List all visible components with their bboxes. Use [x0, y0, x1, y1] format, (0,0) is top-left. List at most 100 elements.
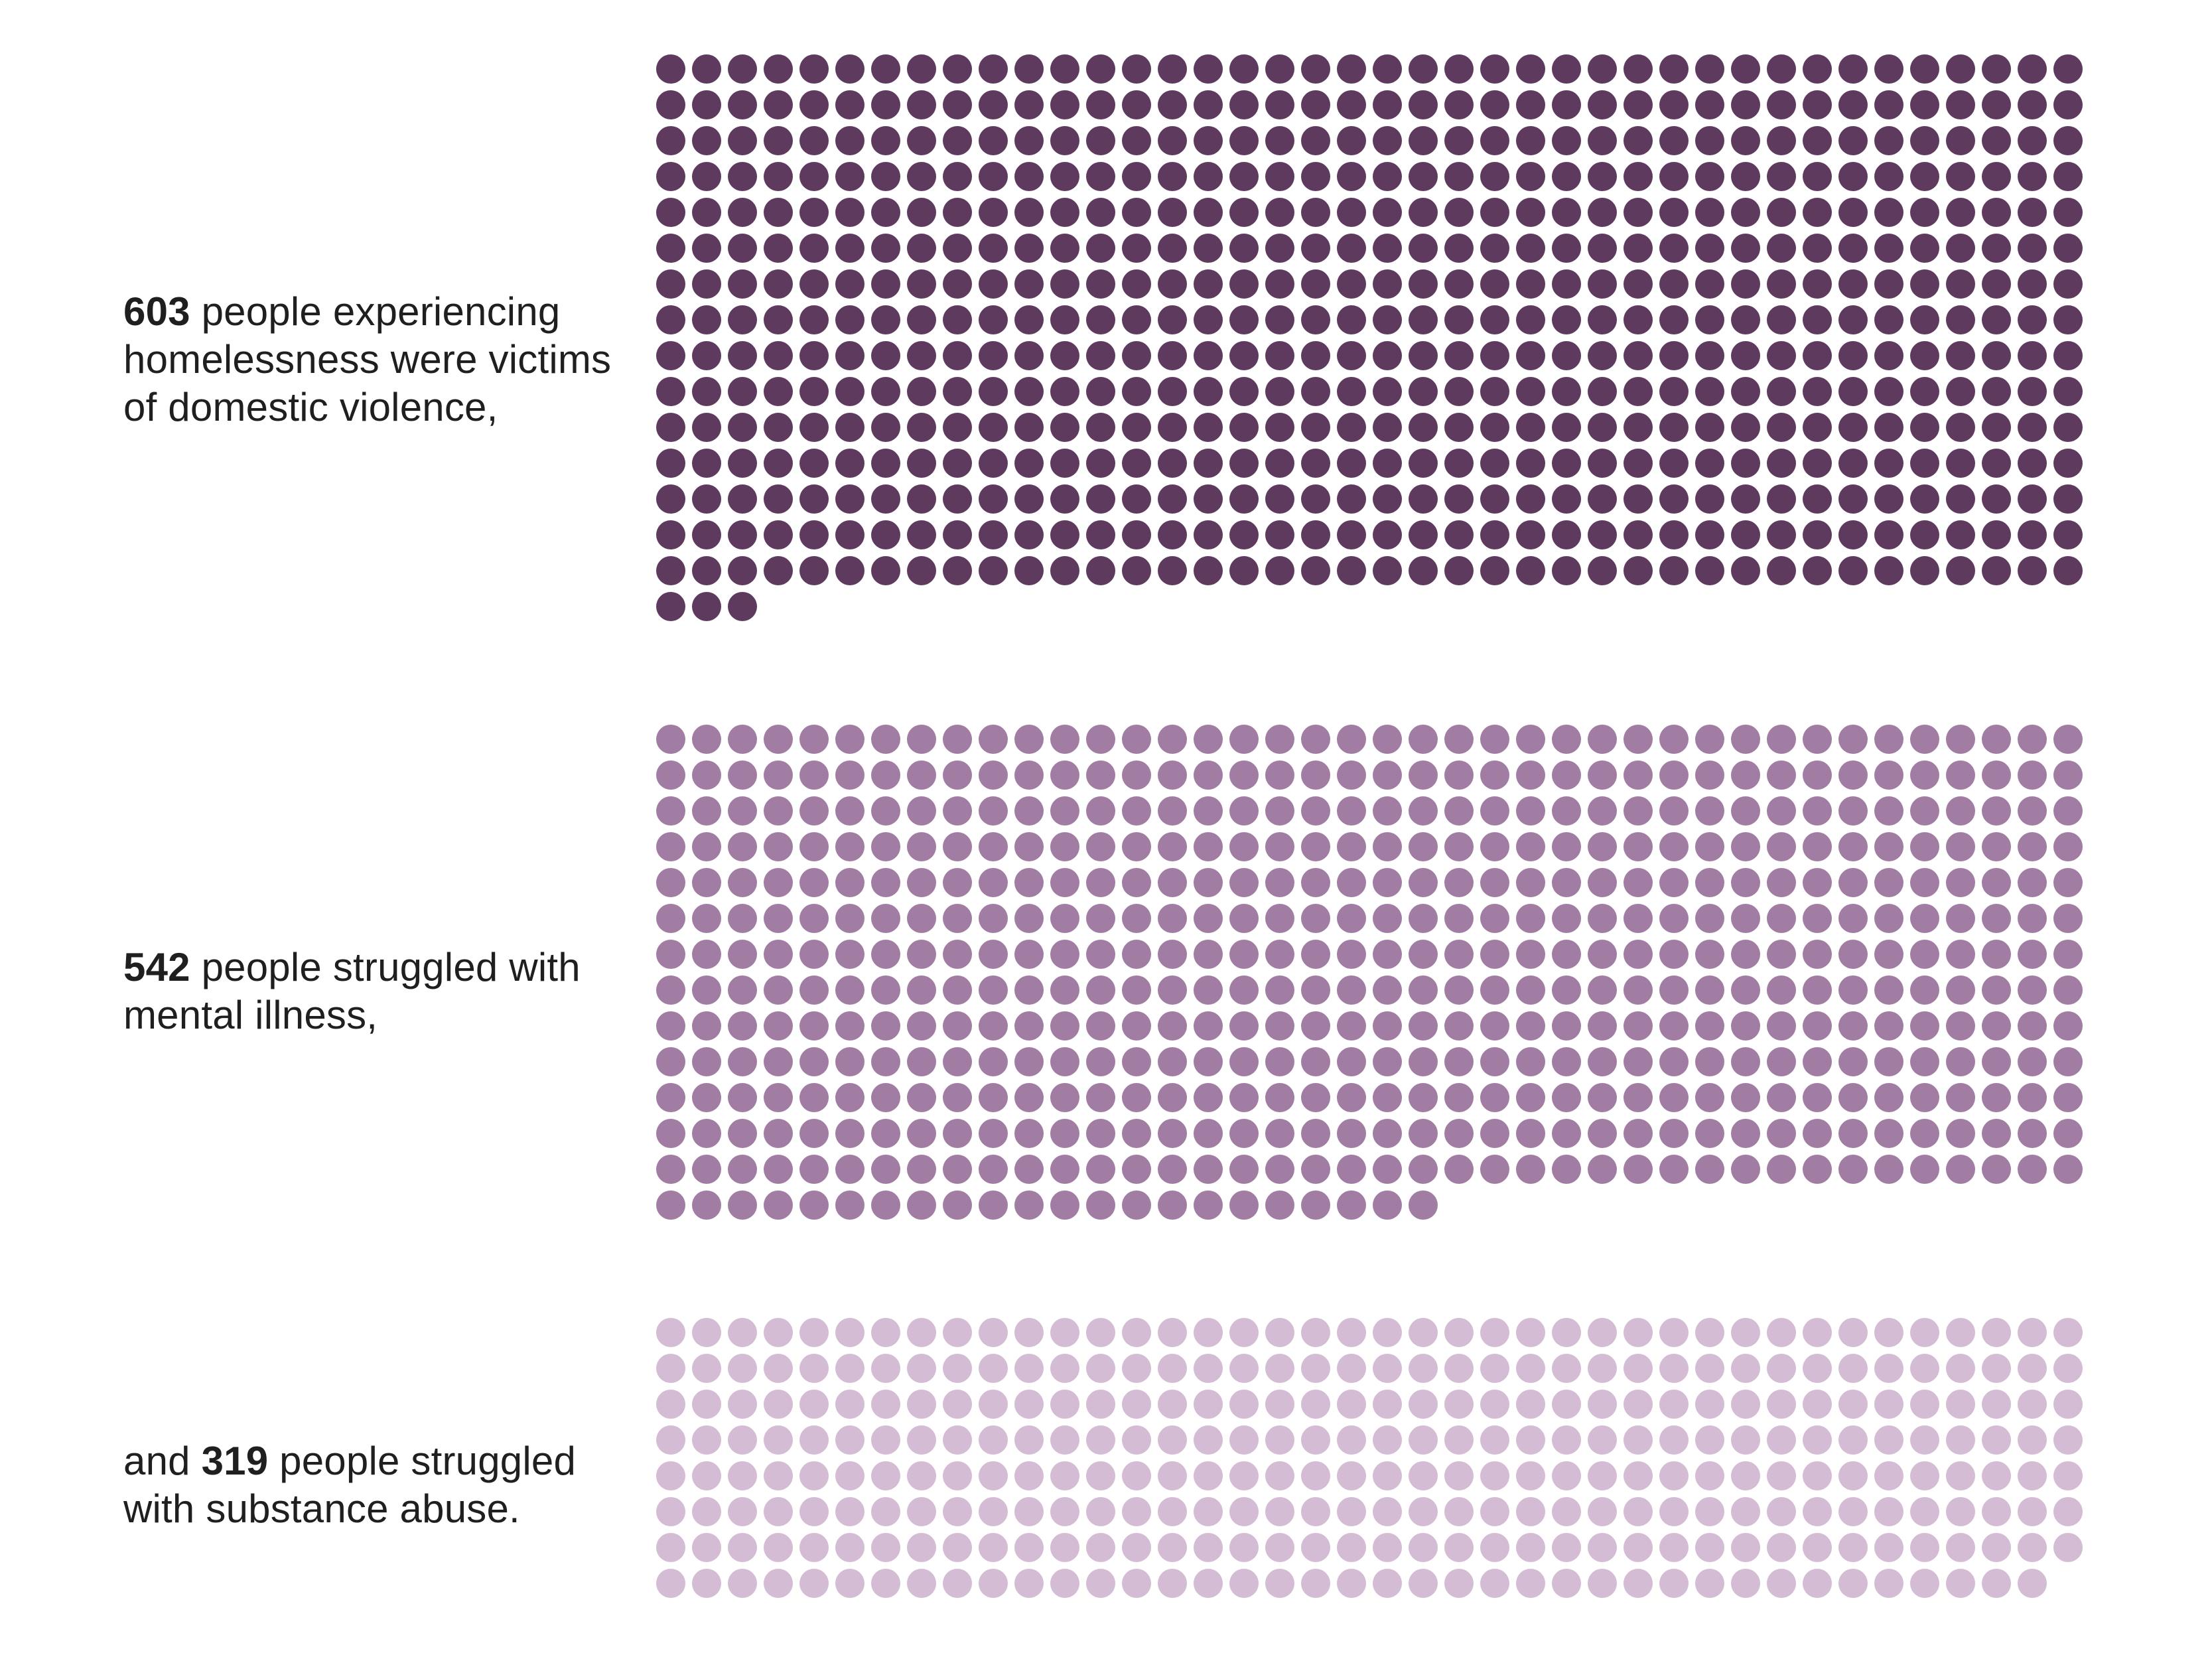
waffle-dot: [1946, 341, 1975, 370]
waffle-dot: [1086, 520, 1115, 549]
waffle-dot: [1194, 1011, 1223, 1041]
waffle-dot: [1695, 940, 1724, 969]
waffle-dot: [979, 162, 1008, 191]
waffle-dot: [1014, 1461, 1044, 1490]
waffle-dot: [1767, 904, 1796, 933]
waffle-dot: [1803, 760, 1832, 790]
waffle-dot: [1910, 1461, 1939, 1490]
waffle-dot: [979, 198, 1008, 227]
waffle-dot: [692, 269, 721, 299]
waffle-dot: [1516, 1119, 1545, 1148]
waffle-dot: [1552, 54, 1581, 84]
waffle-dot: [943, 796, 972, 826]
waffle-dot: [1444, 1354, 1474, 1383]
waffle-dot: [1158, 1047, 1187, 1076]
waffle-dot: [1946, 90, 1975, 119]
waffle-dot: [1229, 1461, 1259, 1490]
waffle-dot: [1158, 90, 1187, 119]
waffle-dot: [1265, 269, 1294, 299]
waffle-dot: [1910, 1011, 1939, 1041]
waffle-dot: [1946, 1461, 1975, 1490]
waffle-dot: [1373, 1190, 1402, 1220]
waffle-dot: [1086, 449, 1115, 478]
waffle-dot: [1982, 520, 2011, 549]
waffle-dot: [907, 1497, 936, 1526]
waffle-dot: [1480, 162, 1509, 191]
waffle-dot: [1158, 305, 1187, 334]
waffle-dot: [1301, 377, 1330, 406]
waffle-dot: [1122, 54, 1151, 84]
waffle-dot: [799, 904, 829, 933]
waffle-dot: [1086, 1155, 1115, 1184]
waffle-dot: [1050, 868, 1079, 897]
waffle-dot: [1229, 162, 1259, 191]
waffle-dot: [764, 760, 793, 790]
waffle-dot: [692, 1155, 721, 1184]
waffle-dot: [1874, 162, 1903, 191]
waffle-dot: [1229, 54, 1259, 84]
waffle-dot: [1373, 1497, 1402, 1526]
waffle-dot: [1265, 1354, 1294, 1383]
waffle-dot: [1086, 556, 1115, 585]
waffle-dot: [871, 341, 900, 370]
waffle-dot: [1444, 90, 1474, 119]
waffle-dot: [1050, 1047, 1079, 1076]
waffle-dot: [1910, 234, 1939, 263]
waffle-dot: [1480, 1318, 1509, 1347]
waffle-dot: [764, 54, 793, 84]
waffle-dot: [2018, 940, 2047, 969]
waffle-dot: [1624, 796, 1653, 826]
waffle-dot: [1838, 54, 1868, 84]
waffle-dot: [1194, 269, 1223, 299]
waffle-dot: [943, 234, 972, 263]
waffle-dot: [1014, 1390, 1044, 1419]
waffle-dot: [835, 269, 864, 299]
waffle-dot: [1409, 162, 1438, 191]
waffle-dot: [835, 1354, 864, 1383]
waffle-dot: [1194, 1155, 1223, 1184]
waffle-dot: [1409, 725, 1438, 754]
waffle-dot: [1409, 1569, 1438, 1598]
waffle-dot: [1516, 1011, 1545, 1041]
waffle-dot: [1624, 449, 1653, 478]
waffle-dot: [1265, 832, 1294, 861]
waffle-dot: [1337, 832, 1366, 861]
waffle-dot: [1229, 1425, 1259, 1455]
waffle-dot: [728, 868, 757, 897]
waffle-dot: [1516, 1425, 1545, 1455]
waffle-dot: [656, 162, 685, 191]
waffle-dot: [1194, 341, 1223, 370]
waffle-dot: [1122, 832, 1151, 861]
waffle-dot: [907, 796, 936, 826]
waffle-dot: [1695, 868, 1724, 897]
waffle-dot: [1731, 832, 1760, 861]
waffle-dot: [1659, 1011, 1689, 1041]
waffle-dot: [799, 832, 829, 861]
waffle-dot: [1982, 126, 2011, 155]
waffle-dot: [1516, 341, 1545, 370]
waffle-dot: [943, 413, 972, 442]
waffle-dot: [656, 1119, 685, 1148]
waffle-dot: [907, 904, 936, 933]
waffle-dot: [692, 1318, 721, 1347]
waffle-dot: [1838, 1354, 1868, 1383]
waffle-dot: [692, 198, 721, 227]
waffle-dot: [871, 1425, 900, 1455]
waffle-dot: [1588, 234, 1617, 263]
waffle-dot: [1444, 556, 1474, 585]
waffle-dot: [1659, 1119, 1689, 1148]
waffle-dot: [1265, 1083, 1294, 1112]
waffle-dot: [1194, 1119, 1223, 1148]
waffle-dot: [2018, 90, 2047, 119]
waffle-dot: [1229, 868, 1259, 897]
waffle-dot: [1803, 90, 1832, 119]
waffle-dot: [871, 413, 900, 442]
waffle-dot: [1050, 556, 1079, 585]
waffle-dot: [1480, 1425, 1509, 1455]
waffle-dot: [835, 1119, 864, 1148]
waffle-dot: [1050, 1390, 1079, 1419]
waffle-dot: [764, 126, 793, 155]
waffle-dot: [1767, 234, 1796, 263]
waffle-dot: [1803, 54, 1832, 84]
waffle-dot: [1050, 484, 1079, 514]
